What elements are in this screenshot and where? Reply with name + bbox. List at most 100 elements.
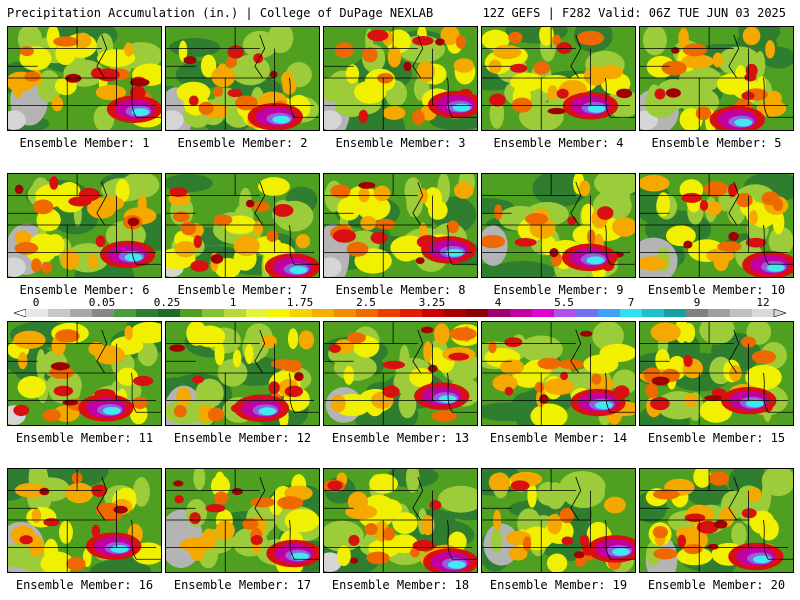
precip-blob [765,90,782,106]
colorbar-swatch [48,309,71,317]
precip-blob [431,410,457,422]
ensemble-member-label: Ensemble Member: 3 [335,136,466,150]
state-border [96,476,108,521]
state-border [570,329,582,374]
precip-blob [348,332,361,343]
precip-blob [561,536,574,545]
state-border [447,372,477,413]
precip-blob [180,221,197,236]
colorbar-swatch [664,309,687,317]
precip-blob [653,548,678,560]
precip-map-svg [8,322,161,425]
precip-blob [330,394,346,413]
state-border [605,77,635,118]
precip-blob [650,396,670,411]
heavy-precip-core [594,401,613,410]
ensemble-member-label: Ensemble Member: 1 [19,136,150,150]
precip-blob [387,46,402,68]
precip-blob [370,231,388,244]
colorbar-swatch [400,309,423,317]
precip-blob [174,495,184,504]
colorbar-left-arrow [14,309,27,317]
precip-blob [745,364,782,391]
precip-blob [556,42,573,54]
heavy-precip-core [452,103,471,112]
precip-blob [169,38,221,57]
colorbar-swatch [356,309,379,317]
precip-blob [74,32,92,49]
precip-blob [558,359,584,370]
colorbar-swatch [444,309,467,317]
ensemble-member-map [165,173,320,278]
heavy-precip-core [258,407,277,416]
state-border [570,34,582,79]
precip-blob [712,52,723,68]
precip-blob [121,174,160,199]
precip-blob [661,60,687,76]
heavy-precip-core [752,555,771,564]
precip-blob [242,518,259,530]
precip-map-svg [640,322,793,425]
precip-blob [334,42,354,58]
precip-blob [245,199,255,208]
colorbar-tick-label: 5.5 [554,296,574,309]
colorbar-swatch [312,309,335,317]
state-border [570,181,582,226]
colorbar-swatch [180,309,203,317]
precip-blob [437,485,477,513]
precip-blob [358,187,370,203]
precip-blob [13,330,46,349]
precip-blob [230,54,270,86]
colorbar-swatch [224,309,247,317]
precip-blob [440,27,460,46]
precip-blob [705,201,722,216]
precip-blob [231,488,243,496]
precip-blob [577,30,605,46]
precip-blob [575,555,586,567]
precip-blob [358,181,376,189]
precip-blob [78,187,100,202]
precip-map-svg [482,322,635,425]
precip-blob [367,29,389,42]
precip-blob [188,95,199,106]
precip-blob [350,557,359,564]
colorbar-swatch [642,309,665,317]
precip-blob [364,522,378,536]
ensemble-member-label: Ensemble Member: 2 [177,136,308,150]
precip-blob [696,520,719,534]
state-border [254,476,266,521]
precip-blob [556,88,569,99]
precip-blob [604,496,626,514]
precip-blob [346,241,369,257]
precip-blob [500,359,525,375]
precip-blob [382,360,405,370]
precip-blob [489,99,505,129]
precip-blob [446,220,460,234]
precip-blob [55,329,80,343]
precip-blob [14,230,32,246]
state-border [447,519,477,560]
precip-blob [382,385,400,398]
precip-map-svg [640,174,793,277]
ensemble-member-label: Ensemble Member: 13 [331,431,470,445]
precip-blob [166,399,209,424]
precip-blob [369,473,398,494]
state-border [289,519,319,560]
ensemble-member-label: Ensemble Member: 10 [647,283,786,297]
precip-blob [709,471,729,486]
precip-blob [656,192,671,217]
precip-blob [39,487,50,496]
ensemble-member-map [481,321,636,426]
state-border [763,224,793,265]
colorbar-swatch [422,309,445,317]
colorbar-swatch [686,309,709,317]
colorbar-tick-label: 9 [693,296,701,309]
colorbar-tick-label: 3.25 [418,296,446,309]
ensemble-member-map [639,173,794,278]
precip-blob [193,235,203,249]
colorbar-tick-label: 0.05 [88,296,116,309]
precip-map-svg [324,27,477,130]
precip-blob [88,341,105,356]
precip-blob [214,491,229,505]
precip-blob [200,54,217,78]
